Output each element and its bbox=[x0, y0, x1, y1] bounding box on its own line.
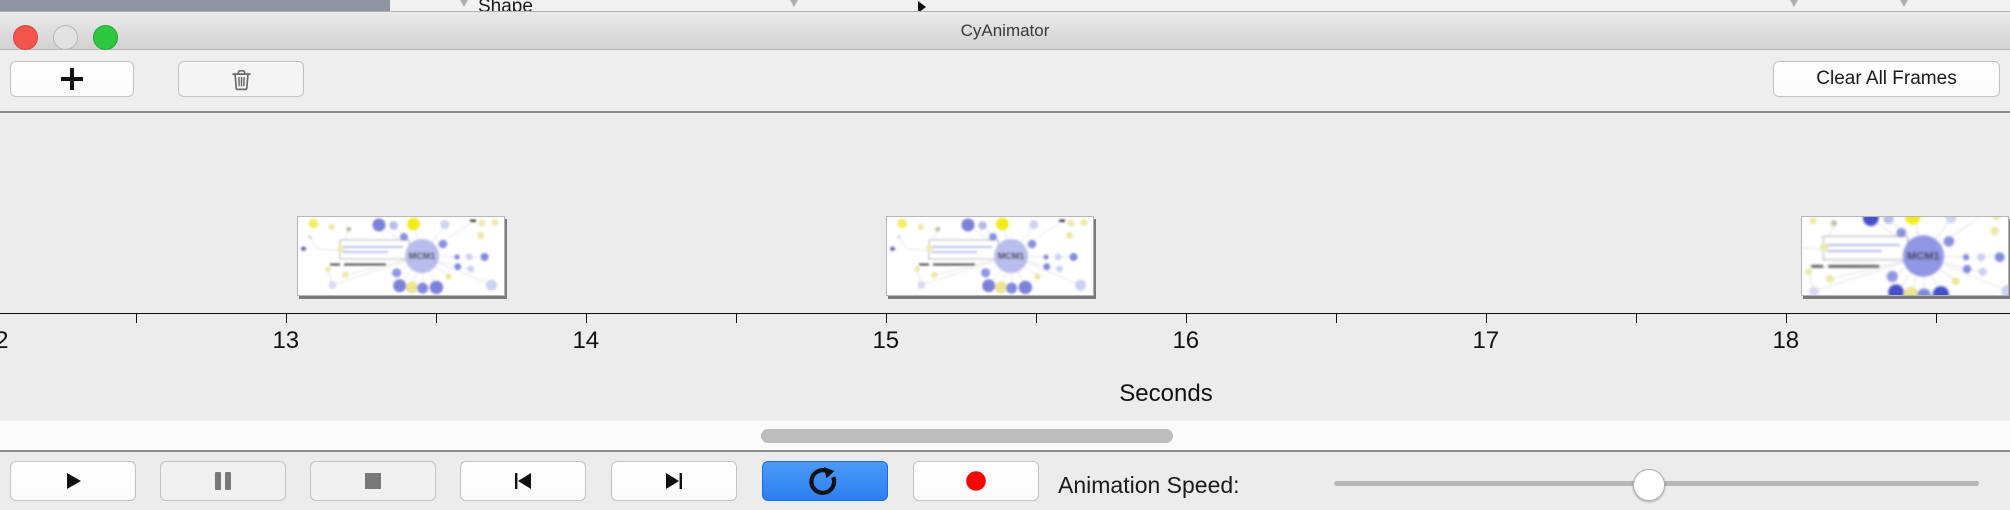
svg-text:MCM1: MCM1 bbox=[998, 251, 1025, 261]
svg-text:MCM1: MCM1 bbox=[1907, 251, 1939, 263]
svg-text:MCM1: MCM1 bbox=[409, 251, 436, 261]
